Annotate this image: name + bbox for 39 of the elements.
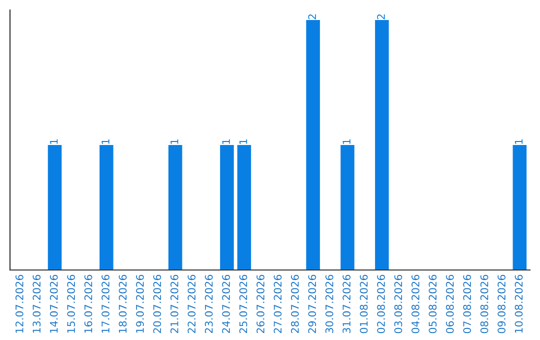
x-tick-label: 21.07.2026 xyxy=(170,274,178,334)
x-tick-label: 08.08.2026 xyxy=(480,274,488,334)
x-tick-label: 28.07.2026 xyxy=(290,274,299,334)
x-tick-label: 22.07.2026 xyxy=(188,274,196,334)
x-tick-label: 23.07.2026 xyxy=(204,274,213,334)
x-tick-label: 16.07.2026 xyxy=(84,274,92,333)
x-tick-label: 06.08.2026 xyxy=(446,274,454,334)
x-tick-label: 10.08.2026 xyxy=(514,274,523,333)
data-label: 1 xyxy=(170,139,178,144)
x-tick-label: 25.07.2026 xyxy=(239,274,248,334)
data-label: 1 xyxy=(222,139,230,144)
x-tick-label: 13.07.2026 xyxy=(32,274,41,333)
data-label: 1 xyxy=(514,139,523,144)
data-label: 1 xyxy=(239,139,248,144)
x-tick-label: 24.07.2026 xyxy=(222,274,230,334)
data-label: 1 xyxy=(50,139,58,144)
x-tick-label: 26.07.2026 xyxy=(256,274,264,334)
x-tick-label: 29.07.2026 xyxy=(308,274,316,334)
x-tick-label: 01.08.2026 xyxy=(360,274,368,334)
x-tick-label: 20.07.2026 xyxy=(153,274,162,334)
x-tick-label: 17.07.2026 xyxy=(102,274,110,333)
x-tick-label: 07.08.2026 xyxy=(463,274,472,334)
data-label: 1 xyxy=(102,139,110,144)
x-tick-label: 27.07.2026 xyxy=(274,274,282,334)
data-label: 1 xyxy=(342,139,350,144)
x-tick-label: 02.08.2026 xyxy=(377,274,385,334)
x-tick-label: 05.08.2026 xyxy=(428,274,437,334)
data-label: 2 xyxy=(308,14,316,20)
x-tick-label: 12.07.2026 xyxy=(15,274,24,333)
x-tick-label: 18.07.2026 xyxy=(118,274,127,333)
data-label: 2 xyxy=(377,14,385,20)
x-tick-label: 15.07.2026 xyxy=(67,274,76,333)
x-tick-label: 03.08.2026 xyxy=(394,274,402,334)
x-tick-label: 30.07.2026 xyxy=(325,274,334,334)
x-tick-label: 09.08.2026 xyxy=(498,274,506,334)
x-tick-label: 31.07.2026 xyxy=(342,274,351,334)
x-tick-label: 04.08.2026 xyxy=(412,274,420,334)
x-tick-label: 14.07.2026 xyxy=(50,274,58,333)
x-tick-label: 19.07.2026 xyxy=(136,274,144,333)
